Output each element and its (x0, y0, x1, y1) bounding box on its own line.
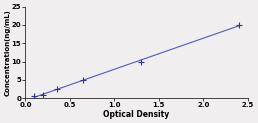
Point (32, 95, 36, 97)
Point (237, 24, 241, 26)
Point (41, 94, 45, 96)
Point (139, 61, 143, 63)
Point (54, 88, 59, 90)
Y-axis label: Concentration(ng/mL): Concentration(ng/mL) (4, 9, 10, 96)
X-axis label: Optical Density: Optical Density (103, 110, 170, 119)
Point (81, 79, 85, 81)
